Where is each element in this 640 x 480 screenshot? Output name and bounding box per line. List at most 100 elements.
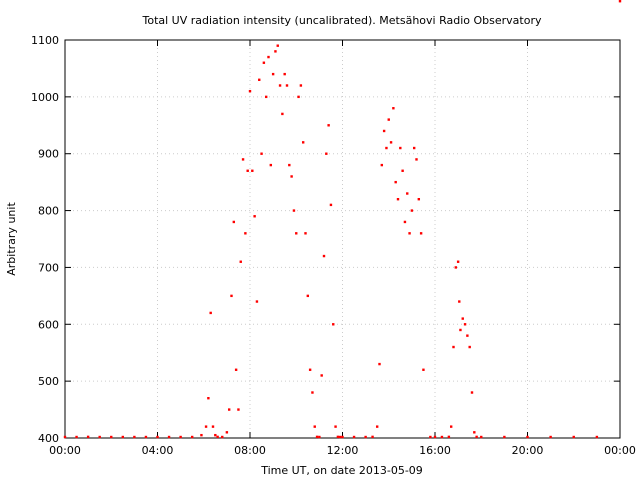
data-point	[378, 362, 381, 366]
data-point	[246, 169, 249, 172]
data-point	[336, 435, 340, 439]
chart-title: Total UV radiation intensity (uncalibrat…	[142, 14, 542, 27]
data-point	[618, 0, 622, 3]
data-point	[121, 435, 125, 439]
data-point	[364, 435, 367, 439]
data-point	[466, 334, 469, 337]
y-tick-label: 1000	[31, 91, 59, 104]
data-point	[410, 209, 414, 212]
data-point	[463, 323, 467, 326]
y-axis-label: Arbitrary unit	[5, 202, 18, 276]
data-point	[190, 435, 194, 439]
data-point	[295, 232, 298, 235]
data-point	[278, 84, 282, 87]
data-point	[440, 435, 444, 439]
data-point	[311, 391, 314, 394]
data-point	[216, 435, 219, 439]
data-point	[392, 107, 395, 110]
data-point	[308, 368, 312, 371]
data-point	[75, 435, 78, 439]
data-point	[234, 368, 238, 371]
x-axis-label: Time UT, on date 2013-05-09	[260, 464, 423, 477]
data-point	[271, 72, 275, 76]
data-point	[399, 146, 402, 150]
data-point	[255, 300, 259, 303]
data-point	[332, 323, 335, 326]
data-point	[211, 425, 215, 428]
data-point	[459, 328, 462, 332]
data-point	[327, 124, 330, 127]
data-point	[382, 129, 386, 133]
data-point	[156, 435, 159, 439]
data-point	[232, 220, 236, 224]
data-point	[452, 345, 455, 349]
data-point	[281, 112, 284, 116]
data-point	[239, 260, 242, 263]
data-point	[329, 203, 333, 207]
y-tick-label: 700	[38, 261, 59, 274]
data-point	[267, 55, 270, 59]
data-point	[480, 435, 483, 439]
data-point	[470, 391, 474, 394]
y-tick-label: 900	[38, 148, 59, 161]
data-point	[461, 317, 464, 320]
data-point	[401, 169, 404, 172]
data-point	[475, 435, 478, 439]
data-point	[394, 180, 397, 184]
data-point	[285, 84, 289, 87]
data-point	[304, 232, 307, 235]
data-point	[221, 435, 224, 439]
data-point	[214, 433, 217, 437]
data-point	[396, 198, 400, 201]
data-point	[526, 435, 529, 439]
data-point	[262, 61, 266, 64]
data-point	[389, 141, 393, 144]
data-point	[375, 425, 379, 428]
data-point	[288, 163, 291, 167]
x-tick-label: 08:00	[234, 444, 266, 457]
data-point	[338, 435, 342, 439]
data-point	[456, 260, 460, 263]
data-point	[313, 425, 316, 428]
data-point	[412, 146, 416, 150]
data-points	[63, 0, 622, 439]
plot-frame	[64, 39, 621, 439]
data-point	[209, 311, 212, 315]
data-point	[454, 266, 458, 269]
data-point	[299, 84, 303, 87]
data-point	[306, 294, 310, 298]
data-point	[322, 254, 326, 258]
y-tick-label: 400	[38, 432, 59, 445]
data-point	[549, 435, 552, 439]
data-point	[98, 435, 101, 439]
grid-lines	[65, 40, 620, 438]
data-point	[179, 435, 182, 439]
data-point	[334, 425, 337, 428]
data-point	[204, 425, 208, 428]
data-point	[260, 152, 263, 155]
data-point	[380, 163, 384, 167]
data-point	[297, 95, 300, 99]
data-point	[230, 294, 233, 298]
x-tick-label: 12:00	[327, 444, 359, 457]
data-point	[385, 146, 388, 150]
data-point	[237, 408, 240, 411]
data-point	[458, 300, 461, 303]
data-point	[227, 408, 231, 411]
data-point	[253, 215, 256, 218]
data-point	[207, 397, 210, 400]
data-point	[264, 95, 268, 99]
y-tick-label: 500	[38, 375, 59, 388]
data-point	[241, 158, 245, 161]
data-point	[225, 431, 229, 434]
data-point	[276, 44, 279, 47]
data-point	[269, 163, 273, 167]
x-tick-label: 04:00	[142, 444, 174, 457]
data-point	[449, 425, 453, 428]
data-point	[315, 435, 319, 439]
data-point	[63, 435, 67, 439]
data-point	[572, 435, 575, 439]
data-point	[283, 72, 286, 76]
data-point	[133, 435, 136, 439]
